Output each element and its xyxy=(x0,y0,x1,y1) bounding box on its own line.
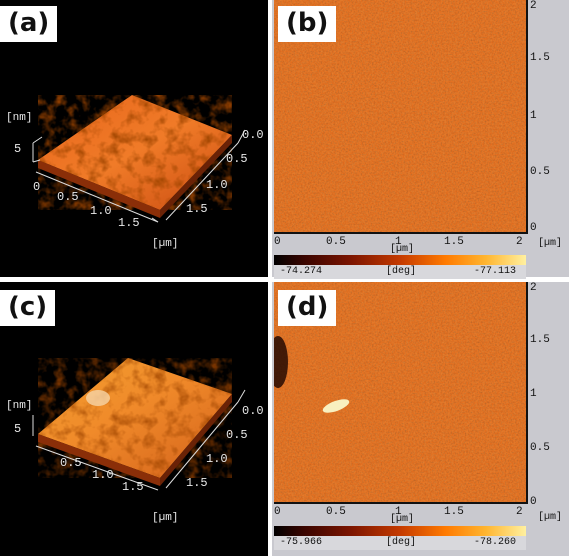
x-tick: 1 xyxy=(395,236,402,248)
scale-unit: [deg] xyxy=(386,266,417,277)
y-tick: 1.0 xyxy=(206,452,228,466)
x-tick: 0.5 xyxy=(60,456,82,470)
y-tick: 1 xyxy=(530,110,537,122)
x-tick: 1.0 xyxy=(92,468,114,482)
xy-unit-label: [µm] xyxy=(152,512,179,524)
x-tick: 1.5 xyxy=(118,216,140,230)
z-unit-label: [nm] xyxy=(6,400,33,412)
scale-min: -75.966 xyxy=(280,537,323,548)
z-unit-label: [nm] xyxy=(6,112,33,124)
color-scale-labels: -75.966 [deg] -78.260 xyxy=(274,536,526,550)
y-tick: 1.5 xyxy=(186,476,208,490)
z-tick: 5 xyxy=(14,142,22,156)
panel-label-c: (c) xyxy=(0,290,56,326)
y-tick: 0 xyxy=(530,222,537,234)
x-tick: 1.5 xyxy=(444,506,464,518)
x-unit-label: [µm] xyxy=(390,244,415,255)
corner-unit-label: [µm] xyxy=(538,512,563,523)
corner-unit-label: [µm] xyxy=(538,238,563,249)
panel-d-phase-map: 2 1.5 1 0.5 0 0 0.5 1 1.5 2 [µm] [µm] -7… xyxy=(272,282,569,556)
x-tick: 2 xyxy=(516,236,523,248)
surface-3d-c xyxy=(32,358,246,491)
panel-a-3d-topography: [nm] 5 0 0.5 1.0 1.5 0.0 0.5 1.0 1.5 [µm… xyxy=(0,0,268,277)
y-tick: 0.5 xyxy=(226,428,248,442)
y-tick: 0.5 xyxy=(530,442,550,454)
panel-c-3d-topography: [nm] 5 0.5 1.0 1.5 0.0 0.5 1.0 1.5 [µm] xyxy=(0,282,268,556)
y-tick: 1.0 xyxy=(206,178,228,192)
x-tick: 0.5 xyxy=(326,506,346,518)
x-tick: 1.5 xyxy=(444,236,464,248)
y-tick: 1 xyxy=(530,388,537,400)
panel-label-b: (b) xyxy=(278,6,337,42)
scale-min: -74.274 xyxy=(280,266,323,277)
y-tick: 2 xyxy=(530,0,537,12)
x-tick: 2 xyxy=(516,506,523,518)
x-tick: 1.0 xyxy=(90,204,112,218)
x-tick: 0.5 xyxy=(57,190,79,204)
y-tick: 2 xyxy=(530,282,537,294)
phase-image-d xyxy=(274,282,526,502)
y-tick: 0.5 xyxy=(226,152,248,166)
panel-label-a: (a) xyxy=(0,6,58,42)
y-tick: 1.5 xyxy=(186,202,208,216)
panel-label-d: (d) xyxy=(278,290,337,326)
color-scale-labels: -74.274 [deg] -77.113 xyxy=(274,265,526,279)
color-scale-bar xyxy=(274,526,526,536)
y-tick: 0.0 xyxy=(242,404,264,418)
scale-max: -78.260 xyxy=(474,537,517,548)
xy-unit-label: [µm] xyxy=(152,238,179,250)
x-tick: 0.5 xyxy=(326,236,346,248)
z-tick: 5 xyxy=(14,422,22,436)
y-tick: 0 xyxy=(530,496,537,508)
x-tick: 1 xyxy=(395,506,402,518)
x-tick: 0 xyxy=(274,236,281,248)
y-tick: 0.5 xyxy=(530,166,550,178)
scale-max: -77.113 xyxy=(474,266,517,277)
x-tick: 0 xyxy=(33,180,41,194)
x-tick: 0 xyxy=(274,506,281,518)
x-tick: 1.5 xyxy=(122,480,144,494)
y-tick: 0.0 xyxy=(242,128,264,142)
scale-unit: [deg] xyxy=(386,537,417,548)
x-unit-label: [µm] xyxy=(390,514,415,525)
color-scale-bar xyxy=(274,255,526,265)
y-tick: 1.5 xyxy=(530,334,550,346)
surface-3d-a xyxy=(32,95,246,223)
y-tick: 1.5 xyxy=(530,52,550,64)
